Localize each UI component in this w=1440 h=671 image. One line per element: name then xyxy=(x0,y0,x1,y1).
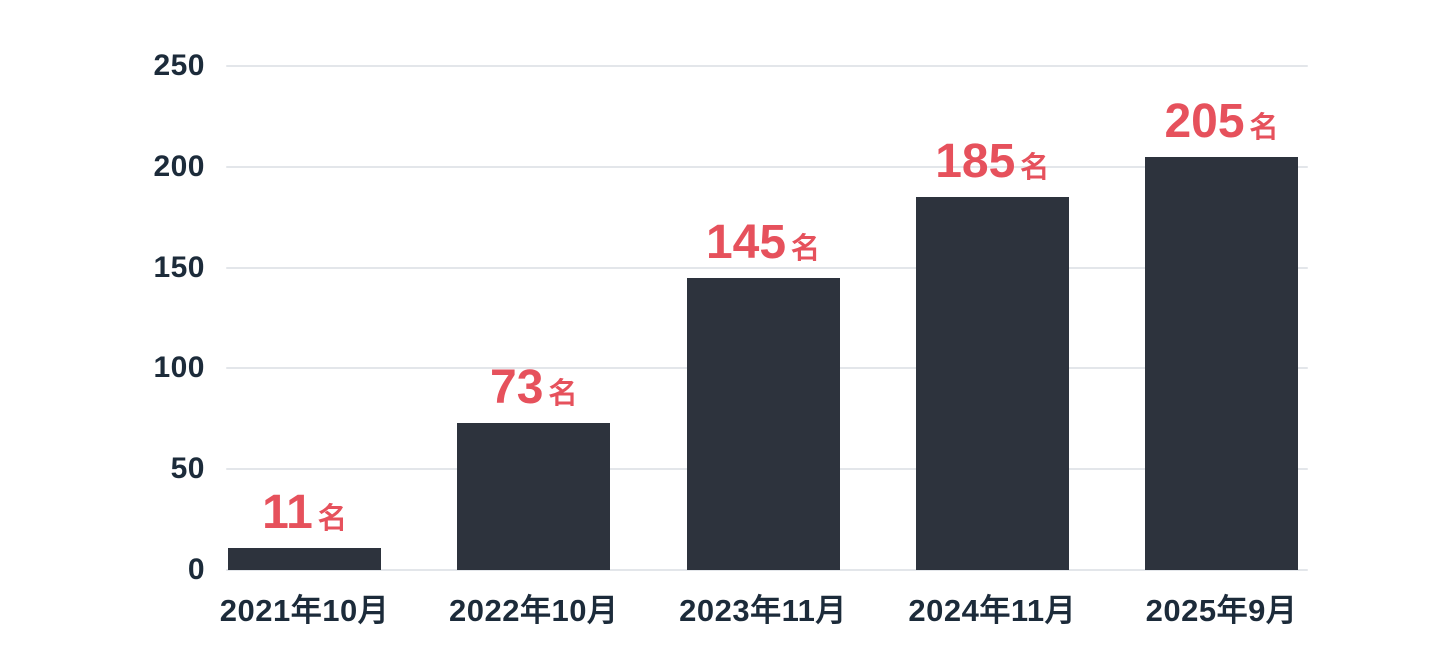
bar xyxy=(228,548,381,570)
bars-strip: 11 名 2021年10月 73 名 2022年10月 145 名 2023年11月 185 名 20… xyxy=(220,66,1298,629)
value-suffix: 名 xyxy=(1020,152,1050,184)
bar-group-2023年11月: 145 名 2023年11月 xyxy=(679,66,846,629)
value-number: 205 xyxy=(1164,95,1245,148)
gridline-150 xyxy=(226,267,1308,269)
bar-group-2024年11月: 185 名 2024年11月 xyxy=(908,66,1075,629)
x-axis-tick: 2024年11月 xyxy=(908,593,1077,628)
bar xyxy=(915,197,1069,570)
value-suffix: 名 xyxy=(317,503,347,535)
value-number: 73 xyxy=(490,361,544,414)
y-axis-tick-0: 0 xyxy=(187,553,205,586)
x-axis-tick: 2025年9月 xyxy=(1145,593,1298,628)
x-axis-tick: 2021年10月 xyxy=(219,593,390,628)
gridline-0 xyxy=(226,569,1308,571)
bar-group-2025年9月: 205 名 2025年9月 xyxy=(1145,66,1298,628)
value-label: 11 名 xyxy=(262,489,347,537)
x-axis-tick: 2023年11月 xyxy=(679,593,847,628)
gridline-200 xyxy=(226,166,1308,168)
bar xyxy=(1145,157,1298,570)
value-number: 145 xyxy=(705,216,787,269)
value-label: 73 名 xyxy=(490,364,577,412)
value-number: 11 xyxy=(262,486,313,539)
gridline-250 xyxy=(226,65,1308,67)
y-axis-tick-150: 150 xyxy=(153,251,205,284)
bar-group-2022年10月: 73 名 2022年10月 xyxy=(449,66,618,629)
bar xyxy=(457,423,611,570)
value-label: 205 名 xyxy=(1164,98,1278,146)
value-suffix: 名 xyxy=(548,378,578,410)
y-axis-tick-100: 100 xyxy=(153,351,205,384)
bar-group-2021年10月: 11 名 2021年10月 xyxy=(220,66,389,629)
value-label: 145 名 xyxy=(706,219,820,267)
value-suffix: 名 xyxy=(1249,112,1279,144)
y-axis-tick-50: 50 xyxy=(170,452,205,485)
value-number: 185 xyxy=(935,135,1016,188)
bar xyxy=(686,278,840,570)
y-axis-tick-200: 200 xyxy=(153,150,205,183)
value-suffix: 名 xyxy=(791,233,821,265)
x-axis-tick: 2022年10月 xyxy=(449,593,619,628)
y-axis-tick-250: 250 xyxy=(153,49,205,82)
value-label: 185 名 xyxy=(935,138,1049,186)
